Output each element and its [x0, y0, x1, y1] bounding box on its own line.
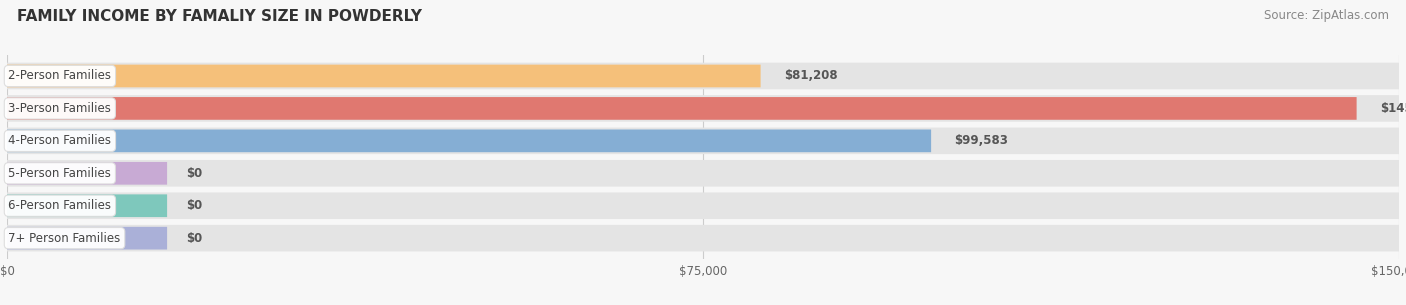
- Text: $99,583: $99,583: [955, 135, 1008, 147]
- Text: $0: $0: [186, 232, 202, 245]
- FancyBboxPatch shape: [7, 95, 1399, 122]
- Text: 6-Person Families: 6-Person Families: [8, 199, 111, 212]
- Text: $145,436: $145,436: [1379, 102, 1406, 115]
- Text: $81,208: $81,208: [783, 70, 838, 82]
- FancyBboxPatch shape: [7, 225, 1399, 251]
- FancyBboxPatch shape: [7, 162, 167, 185]
- FancyBboxPatch shape: [7, 194, 167, 217]
- FancyBboxPatch shape: [7, 192, 1399, 219]
- Text: FAMILY INCOME BY FAMALIY SIZE IN POWDERLY: FAMILY INCOME BY FAMALIY SIZE IN POWDERL…: [17, 9, 422, 24]
- FancyBboxPatch shape: [7, 65, 761, 87]
- FancyBboxPatch shape: [7, 63, 1399, 89]
- FancyBboxPatch shape: [7, 127, 1399, 154]
- FancyBboxPatch shape: [7, 97, 1357, 120]
- FancyBboxPatch shape: [7, 160, 1399, 187]
- Text: Source: ZipAtlas.com: Source: ZipAtlas.com: [1264, 9, 1389, 22]
- Text: 5-Person Families: 5-Person Families: [8, 167, 111, 180]
- Text: 4-Person Families: 4-Person Families: [8, 135, 111, 147]
- Text: 2-Person Families: 2-Person Families: [8, 70, 111, 82]
- Text: $0: $0: [186, 199, 202, 212]
- FancyBboxPatch shape: [7, 227, 167, 249]
- Text: 3-Person Families: 3-Person Families: [8, 102, 111, 115]
- FancyBboxPatch shape: [7, 130, 931, 152]
- Text: 7+ Person Families: 7+ Person Families: [8, 232, 121, 245]
- Text: $0: $0: [186, 167, 202, 180]
